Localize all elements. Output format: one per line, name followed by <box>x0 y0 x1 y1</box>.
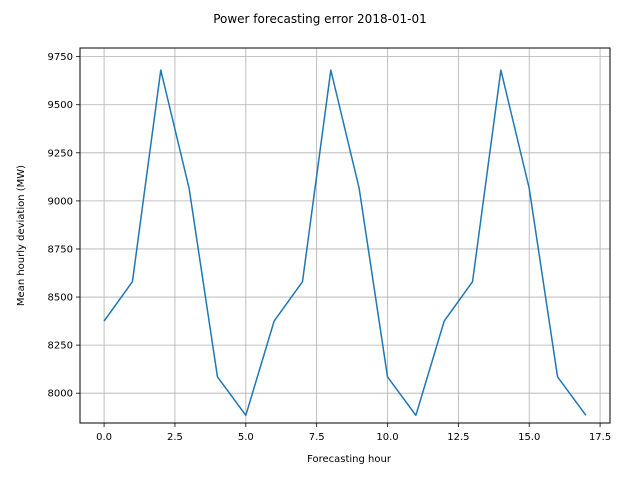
y-tick-label: 9500 <box>48 100 73 111</box>
y-tick-label: 9250 <box>48 148 73 159</box>
x-axis-ticks: 0.0 2.5 5.0 7.5 10.0 12.5 15.0 17.5 <box>96 423 611 443</box>
x-tick-label: 7.5 <box>309 432 325 443</box>
y-axis-ticks: 8000 8250 8500 8750 9000 9250 9500 9750 <box>48 52 80 400</box>
chart-title: Power forecasting error 2018-01-01 <box>213 12 427 26</box>
x-tick-label: 17.5 <box>589 432 611 443</box>
y-tick-label: 8500 <box>48 293 73 304</box>
y-tick-label: 9750 <box>48 52 73 63</box>
x-tick-label: 2.5 <box>167 432 183 443</box>
series-layer <box>103 69 587 417</box>
plot-frame <box>79 47 611 424</box>
x-tick-label: 0.0 <box>96 432 112 443</box>
y-tick-label: 8750 <box>48 244 73 255</box>
x-tick-label: 15.0 <box>518 432 540 443</box>
y-axis-label: Mean hourly deviation (MW) <box>16 165 27 306</box>
y-tick-label: 8250 <box>48 341 73 352</box>
y-tick-label: 9000 <box>48 196 73 207</box>
x-axis-label: Forecasting hour <box>307 454 392 465</box>
grid <box>80 48 610 423</box>
y-tick-label: 8000 <box>48 389 73 400</box>
series-line <box>103 69 587 417</box>
x-tick-label: 12.5 <box>447 432 469 443</box>
x-tick-label: 10.0 <box>376 432 398 443</box>
x-tick-label: 5.0 <box>238 432 254 443</box>
